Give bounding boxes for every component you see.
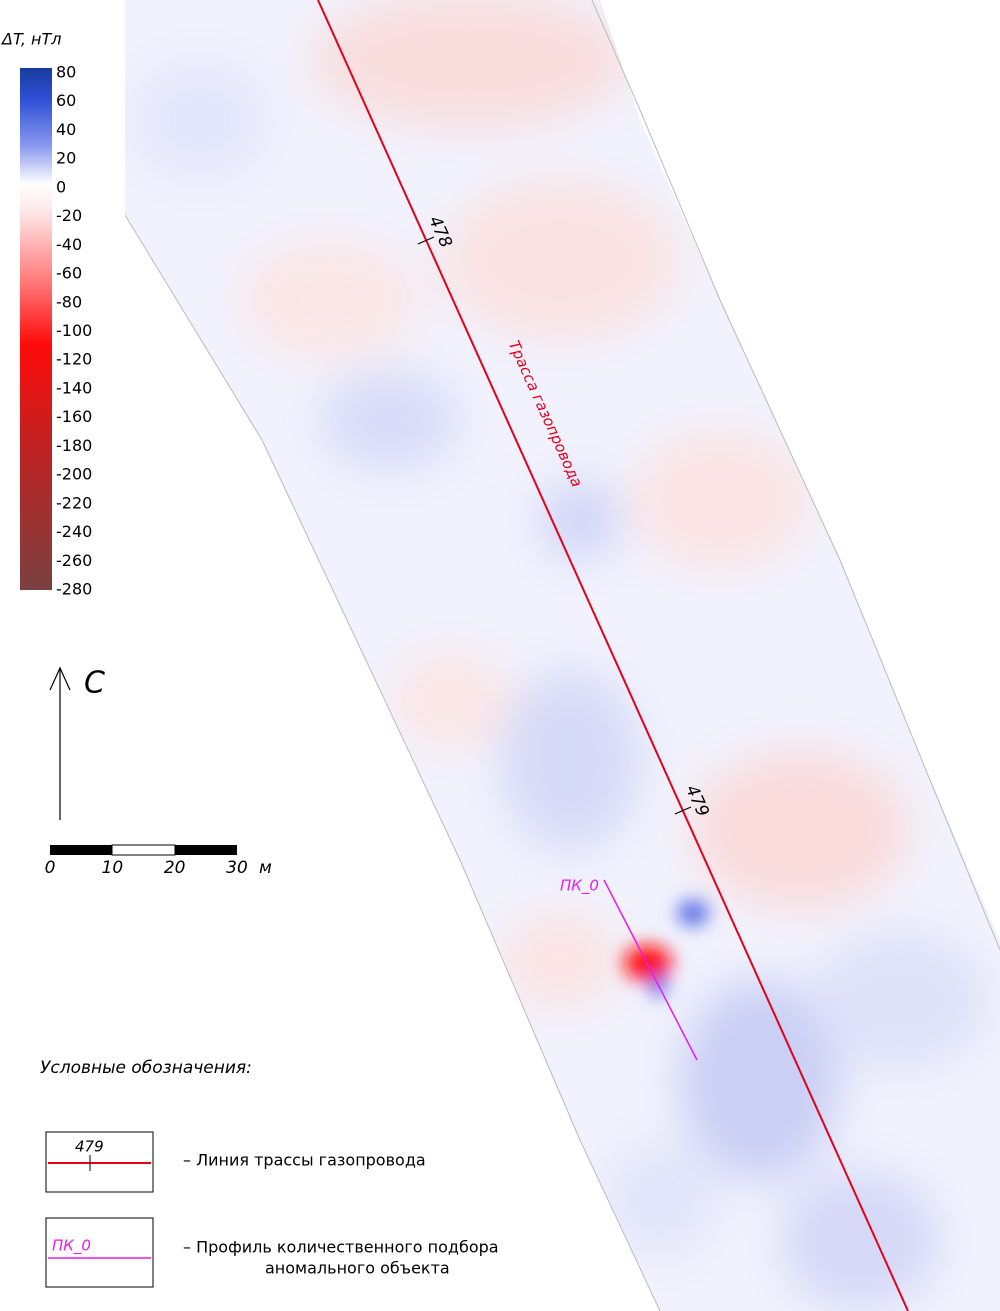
colorbar-tick-label: -240	[56, 522, 92, 541]
legend-text: – Линия трассы газопровода	[183, 1151, 426, 1170]
colorbar-tick-label: -100	[56, 321, 92, 340]
colorbar-tick-label: -200	[56, 465, 92, 484]
scale-bar: м 0 10 20 30	[45, 844, 272, 878]
colorbar-tick-label: -20	[56, 206, 82, 225]
colorbar-tick-label: -80	[56, 292, 82, 311]
scale-tick-label: 10	[102, 858, 124, 878]
picket-tick	[417, 236, 435, 245]
legend-title: Условные обозначения:	[40, 1058, 252, 1078]
legend-sample-label: 479	[75, 1138, 104, 1156]
picket-tick	[674, 806, 692, 815]
scale-segment	[111, 844, 176, 856]
legend: Условные обозначения: 479 – Линия трассы…	[40, 1058, 499, 1288]
colorbar-tick-label: -260	[56, 551, 92, 570]
north-arrow: С	[49, 666, 105, 820]
colorbar-tick-label: -220	[56, 493, 92, 512]
colorbar-tick-label: -180	[56, 436, 92, 455]
colorbar-tick-label: -120	[56, 350, 92, 369]
colorbar-tick-label: -280	[56, 580, 92, 599]
colorbar: ΔT, нТл 80 60 40 20 0 -20 -40 -60 -80 -100 -120 -14…	[0, 30, 92, 599]
profile-label: ПК_0	[560, 877, 599, 896]
colorbar-tick-label: -40	[56, 235, 82, 254]
scale-tick-label: 20	[164, 858, 186, 878]
scale-unit: м	[259, 858, 272, 878]
colorbar-tick-label: -60	[56, 264, 82, 283]
legend-sample-label: ПК_0	[52, 1237, 91, 1256]
scale-segment	[50, 845, 112, 855]
scale-tick-label: 0	[45, 858, 56, 878]
colorbar-tick-label: 80	[56, 63, 76, 82]
strip-border	[591, 0, 1000, 951]
colorbar-tick-label: -140	[56, 378, 92, 397]
colorbar-tick-label: 60	[56, 91, 76, 110]
colorbar-tick-label: 20	[56, 149, 76, 168]
scale-segment	[175, 845, 237, 855]
pipeline-route	[317, 0, 909, 1311]
north-arrow-head	[49, 666, 71, 691]
colorbar-title: ΔT, нТл	[0, 30, 61, 49]
north-label: С	[84, 666, 105, 701]
strip-border	[124, 214, 661, 1311]
profile-line	[603, 879, 698, 1061]
colorbar-tick-label: 0	[56, 177, 66, 196]
legend-text: – Профиль количественного подбора	[183, 1238, 499, 1257]
legend-sample-box	[45, 1217, 154, 1288]
legend-text: аномального объекта	[265, 1259, 450, 1278]
colorbar-scale	[20, 68, 52, 590]
colorbar-tick-label: 40	[56, 120, 76, 139]
scale-tick-label: 30	[226, 858, 248, 878]
colorbar-tick-label: -160	[56, 407, 92, 426]
